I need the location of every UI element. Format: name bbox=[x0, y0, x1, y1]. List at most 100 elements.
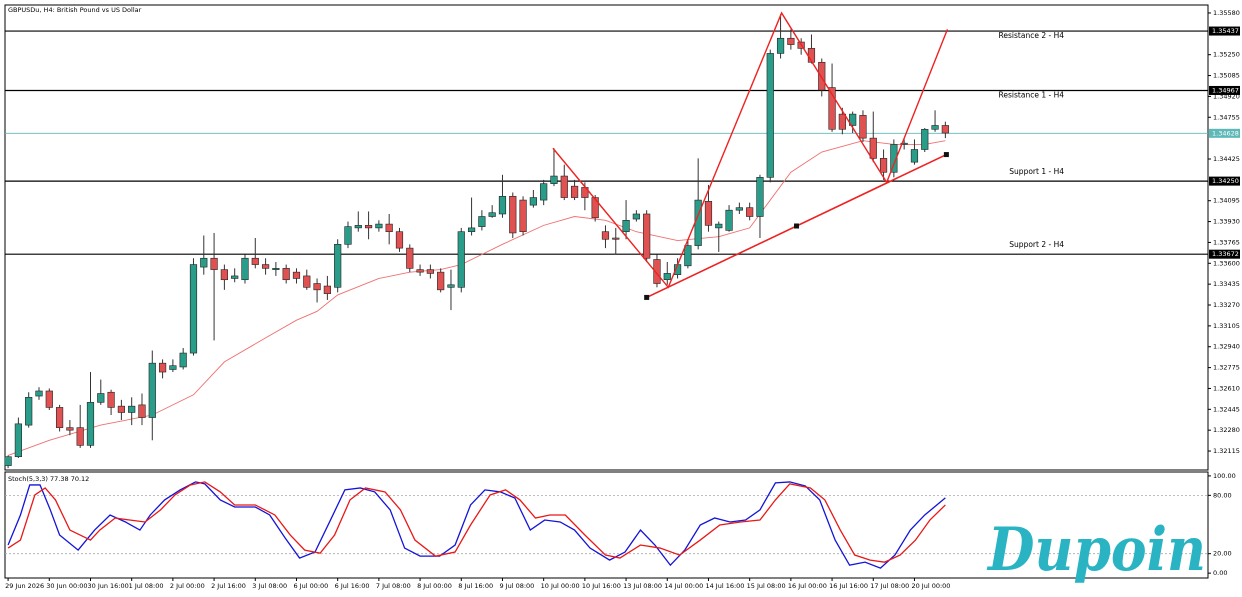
candle-body bbox=[900, 142, 908, 145]
trendline-handle bbox=[943, 152, 949, 158]
candle-body bbox=[519, 199, 527, 232]
candle-body bbox=[354, 225, 362, 229]
candle-body bbox=[869, 137, 877, 159]
x-tick-label: 10 Jul 00:00 bbox=[541, 582, 580, 590]
candle-body bbox=[86, 402, 95, 446]
candle-body bbox=[426, 269, 434, 274]
x-tick-label: 6 Jul 16:00 bbox=[335, 582, 370, 590]
candle-body bbox=[179, 352, 187, 368]
candle-body bbox=[457, 231, 465, 288]
candle-body bbox=[107, 391, 115, 408]
candle-body bbox=[684, 245, 692, 267]
candle-body bbox=[364, 225, 373, 229]
candle-body bbox=[220, 269, 228, 281]
level-name: Support 2 - H4 bbox=[1009, 240, 1064, 249]
candle-body bbox=[241, 257, 249, 281]
x-tick-label: 14 Jul 16:00 bbox=[705, 582, 744, 590]
chart-title: GBPUSDu, H4: British Pound vs US Dollar bbox=[8, 6, 142, 14]
x-tick-label: 16 Jul 00:00 bbox=[788, 582, 827, 590]
indicator-title: Stoch(5,3,3) 77.38 70.12 bbox=[8, 475, 89, 483]
y-tick-label: 1.32775 bbox=[1213, 364, 1240, 372]
trendline-midpoint bbox=[794, 223, 800, 229]
level-price-box bbox=[1209, 26, 1240, 36]
candle-body bbox=[210, 257, 218, 270]
candle-body bbox=[313, 283, 321, 291]
candle-body bbox=[931, 125, 939, 130]
price-panel-frame bbox=[4, 4, 1209, 471]
current-price-label: 1.34628 bbox=[1212, 129, 1239, 137]
candle-body bbox=[540, 183, 548, 201]
candle-body bbox=[612, 237, 620, 240]
candle-body bbox=[601, 231, 610, 240]
candle-body bbox=[570, 185, 579, 198]
candle-body bbox=[169, 365, 177, 370]
candle-body bbox=[251, 257, 259, 265]
candle-body bbox=[663, 273, 671, 281]
candle-body bbox=[776, 37, 785, 54]
candle-body bbox=[117, 405, 125, 413]
candle-body bbox=[282, 268, 290, 281]
candle-body bbox=[467, 227, 476, 232]
candle-body bbox=[560, 175, 568, 198]
y-tick-label: 100.00 bbox=[1213, 472, 1236, 480]
level-price-label: 1.35437 bbox=[1212, 27, 1239, 35]
x-tick-label: 14 Jul 00:00 bbox=[664, 582, 703, 590]
y-tick-label: 1.32940 bbox=[1213, 343, 1240, 351]
y-tick-label: 1.33600 bbox=[1213, 259, 1240, 267]
y-tick-label: 1.32610 bbox=[1213, 384, 1240, 392]
logo: Dupoin bbox=[986, 515, 1206, 585]
x-tick-label: 16 Jul 16:00 bbox=[829, 582, 868, 590]
level-price-label: 1.34967 bbox=[1212, 86, 1239, 94]
candle-body bbox=[910, 149, 919, 163]
y-tick-label: 1.35250 bbox=[1213, 51, 1240, 59]
y-tick-label: 20.00 bbox=[1213, 550, 1232, 558]
x-tick-label: 2 Jul 00:00 bbox=[170, 582, 205, 590]
stoch-panel-frame bbox=[4, 471, 1209, 579]
candle-body bbox=[55, 407, 64, 428]
candle-body bbox=[14, 423, 22, 458]
y-tick-label: 1.35580 bbox=[1213, 9, 1240, 17]
y-tick-label: 1.32445 bbox=[1213, 405, 1240, 413]
candle-body bbox=[591, 197, 599, 219]
x-tick-label: 6 Jul 00:00 bbox=[293, 582, 328, 590]
x-tick-label: 29 Jun 2026 bbox=[5, 582, 44, 590]
candle-body bbox=[704, 201, 713, 226]
candle-body bbox=[828, 87, 836, 130]
x-tick-label: 9 Jul 08:00 bbox=[499, 582, 534, 590]
candle-body bbox=[735, 207, 743, 211]
candle-body bbox=[478, 216, 486, 227]
y-tick-label: 1.32280 bbox=[1213, 426, 1240, 434]
x-tick-label: 8 Jul 00:00 bbox=[417, 582, 452, 590]
x-tick-label: 20 Jul 00:00 bbox=[911, 582, 950, 590]
trendline-handle bbox=[644, 294, 650, 300]
candle-body bbox=[447, 284, 455, 288]
level-price-label: 1.33672 bbox=[1212, 250, 1239, 258]
candle-body bbox=[344, 226, 352, 245]
candle-body bbox=[128, 405, 136, 413]
candle-body bbox=[323, 285, 331, 294]
candle-body bbox=[261, 264, 270, 269]
x-tick-label: 2 Jul 16:00 bbox=[211, 582, 246, 590]
y-tick-label: 1.33930 bbox=[1213, 218, 1240, 226]
y-tick-label: 1.33765 bbox=[1213, 238, 1240, 246]
y-tick-label: 1.34920 bbox=[1213, 92, 1240, 100]
x-tick-label: 13 Jul 08:00 bbox=[623, 582, 662, 590]
candle-body bbox=[756, 177, 764, 217]
candle-body bbox=[632, 213, 640, 220]
candle-body bbox=[35, 390, 43, 397]
level-name: Support 1 - H4 bbox=[1009, 167, 1064, 176]
y-tick-label: 80.00 bbox=[1213, 491, 1232, 499]
level-name: Resistance 2 - H4 bbox=[999, 31, 1065, 40]
y-tick-label: 0.00 bbox=[1213, 569, 1227, 577]
candle-body bbox=[385, 223, 393, 232]
level-name: Resistance 1 - H4 bbox=[999, 90, 1065, 99]
x-tick-label: 10 Jul 16:00 bbox=[582, 582, 621, 590]
candle-body bbox=[138, 404, 146, 418]
candle-body bbox=[231, 275, 239, 279]
y-tick-label: 1.33435 bbox=[1213, 280, 1240, 288]
candle-body bbox=[818, 61, 826, 91]
x-tick-label: 3 Jul 08:00 bbox=[252, 582, 287, 590]
candle-body bbox=[303, 275, 311, 288]
